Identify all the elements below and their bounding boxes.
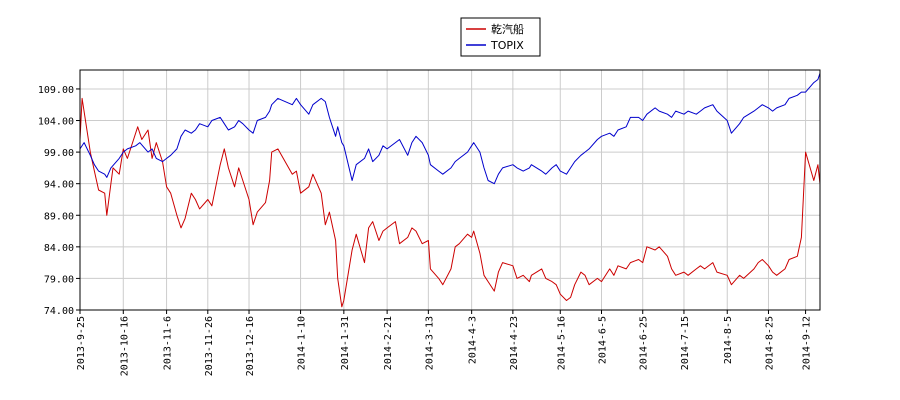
series-line-2 xyxy=(79,73,821,185)
legend-label-series-1: 乾汽船 xyxy=(491,22,524,36)
x-tick-label: 2013-9-25 xyxy=(76,316,87,370)
y-tick-label: 94.00 xyxy=(44,180,74,191)
x-tick-label: 2014-1-31 xyxy=(340,316,351,370)
x-tick-label: 2013-11-6 xyxy=(163,316,174,370)
y-tick-label: 74.00 xyxy=(44,306,74,317)
y-tick-label: 99.00 xyxy=(44,148,74,159)
x-tick-label: 2014-9-12 xyxy=(802,316,813,370)
x-tick-label: 2013-10-16 xyxy=(119,316,130,376)
y-tick-label: 84.00 xyxy=(44,243,74,254)
series-line-1 xyxy=(79,97,821,308)
x-tick-label: 2013-11-26 xyxy=(204,316,215,376)
y-axis-tick-labels: 74.00 79.00 84.00 89.00 94.00 99.00 104.00 109.… xyxy=(38,85,80,317)
x-tick-label: 2014-2-21 xyxy=(383,316,394,370)
legend-label-series-2: TOPIX xyxy=(490,39,524,52)
x-tick-label: 2014-4-3 xyxy=(468,316,479,364)
x-tick-label: 2014-8-5 xyxy=(723,316,734,364)
x-tick-label: 2014-5-16 xyxy=(556,316,567,370)
y-tick-label: 109.00 xyxy=(38,85,74,96)
y-tick-label: 89.00 xyxy=(44,211,74,222)
x-tick-label: 2014-3-13 xyxy=(424,316,435,370)
y-tick-label: 104.00 xyxy=(38,117,74,128)
x-tick-label: 2013-12-16 xyxy=(245,316,256,376)
legend: 乾汽船 TOPIX xyxy=(460,17,541,57)
plot-border xyxy=(79,69,821,311)
x-tick-label: 2014-6-25 xyxy=(639,316,650,370)
x-tick-label: 2014-6-5 xyxy=(598,316,609,364)
series-layer xyxy=(79,73,821,308)
x-tick-label: 2014-1-10 xyxy=(297,316,308,370)
x-tick-label: 2014-8-25 xyxy=(764,316,775,370)
x-tick-label: 2014-7-15 xyxy=(680,316,691,370)
legend-box xyxy=(460,17,541,57)
y-tick-label: 79.00 xyxy=(44,274,74,285)
x-axis-tick-labels: 2013-9-25 2013-10-16 2013-11-6 2013-11-26 20… xyxy=(76,310,813,376)
x-tick-label: 2014-4-23 xyxy=(509,316,520,370)
